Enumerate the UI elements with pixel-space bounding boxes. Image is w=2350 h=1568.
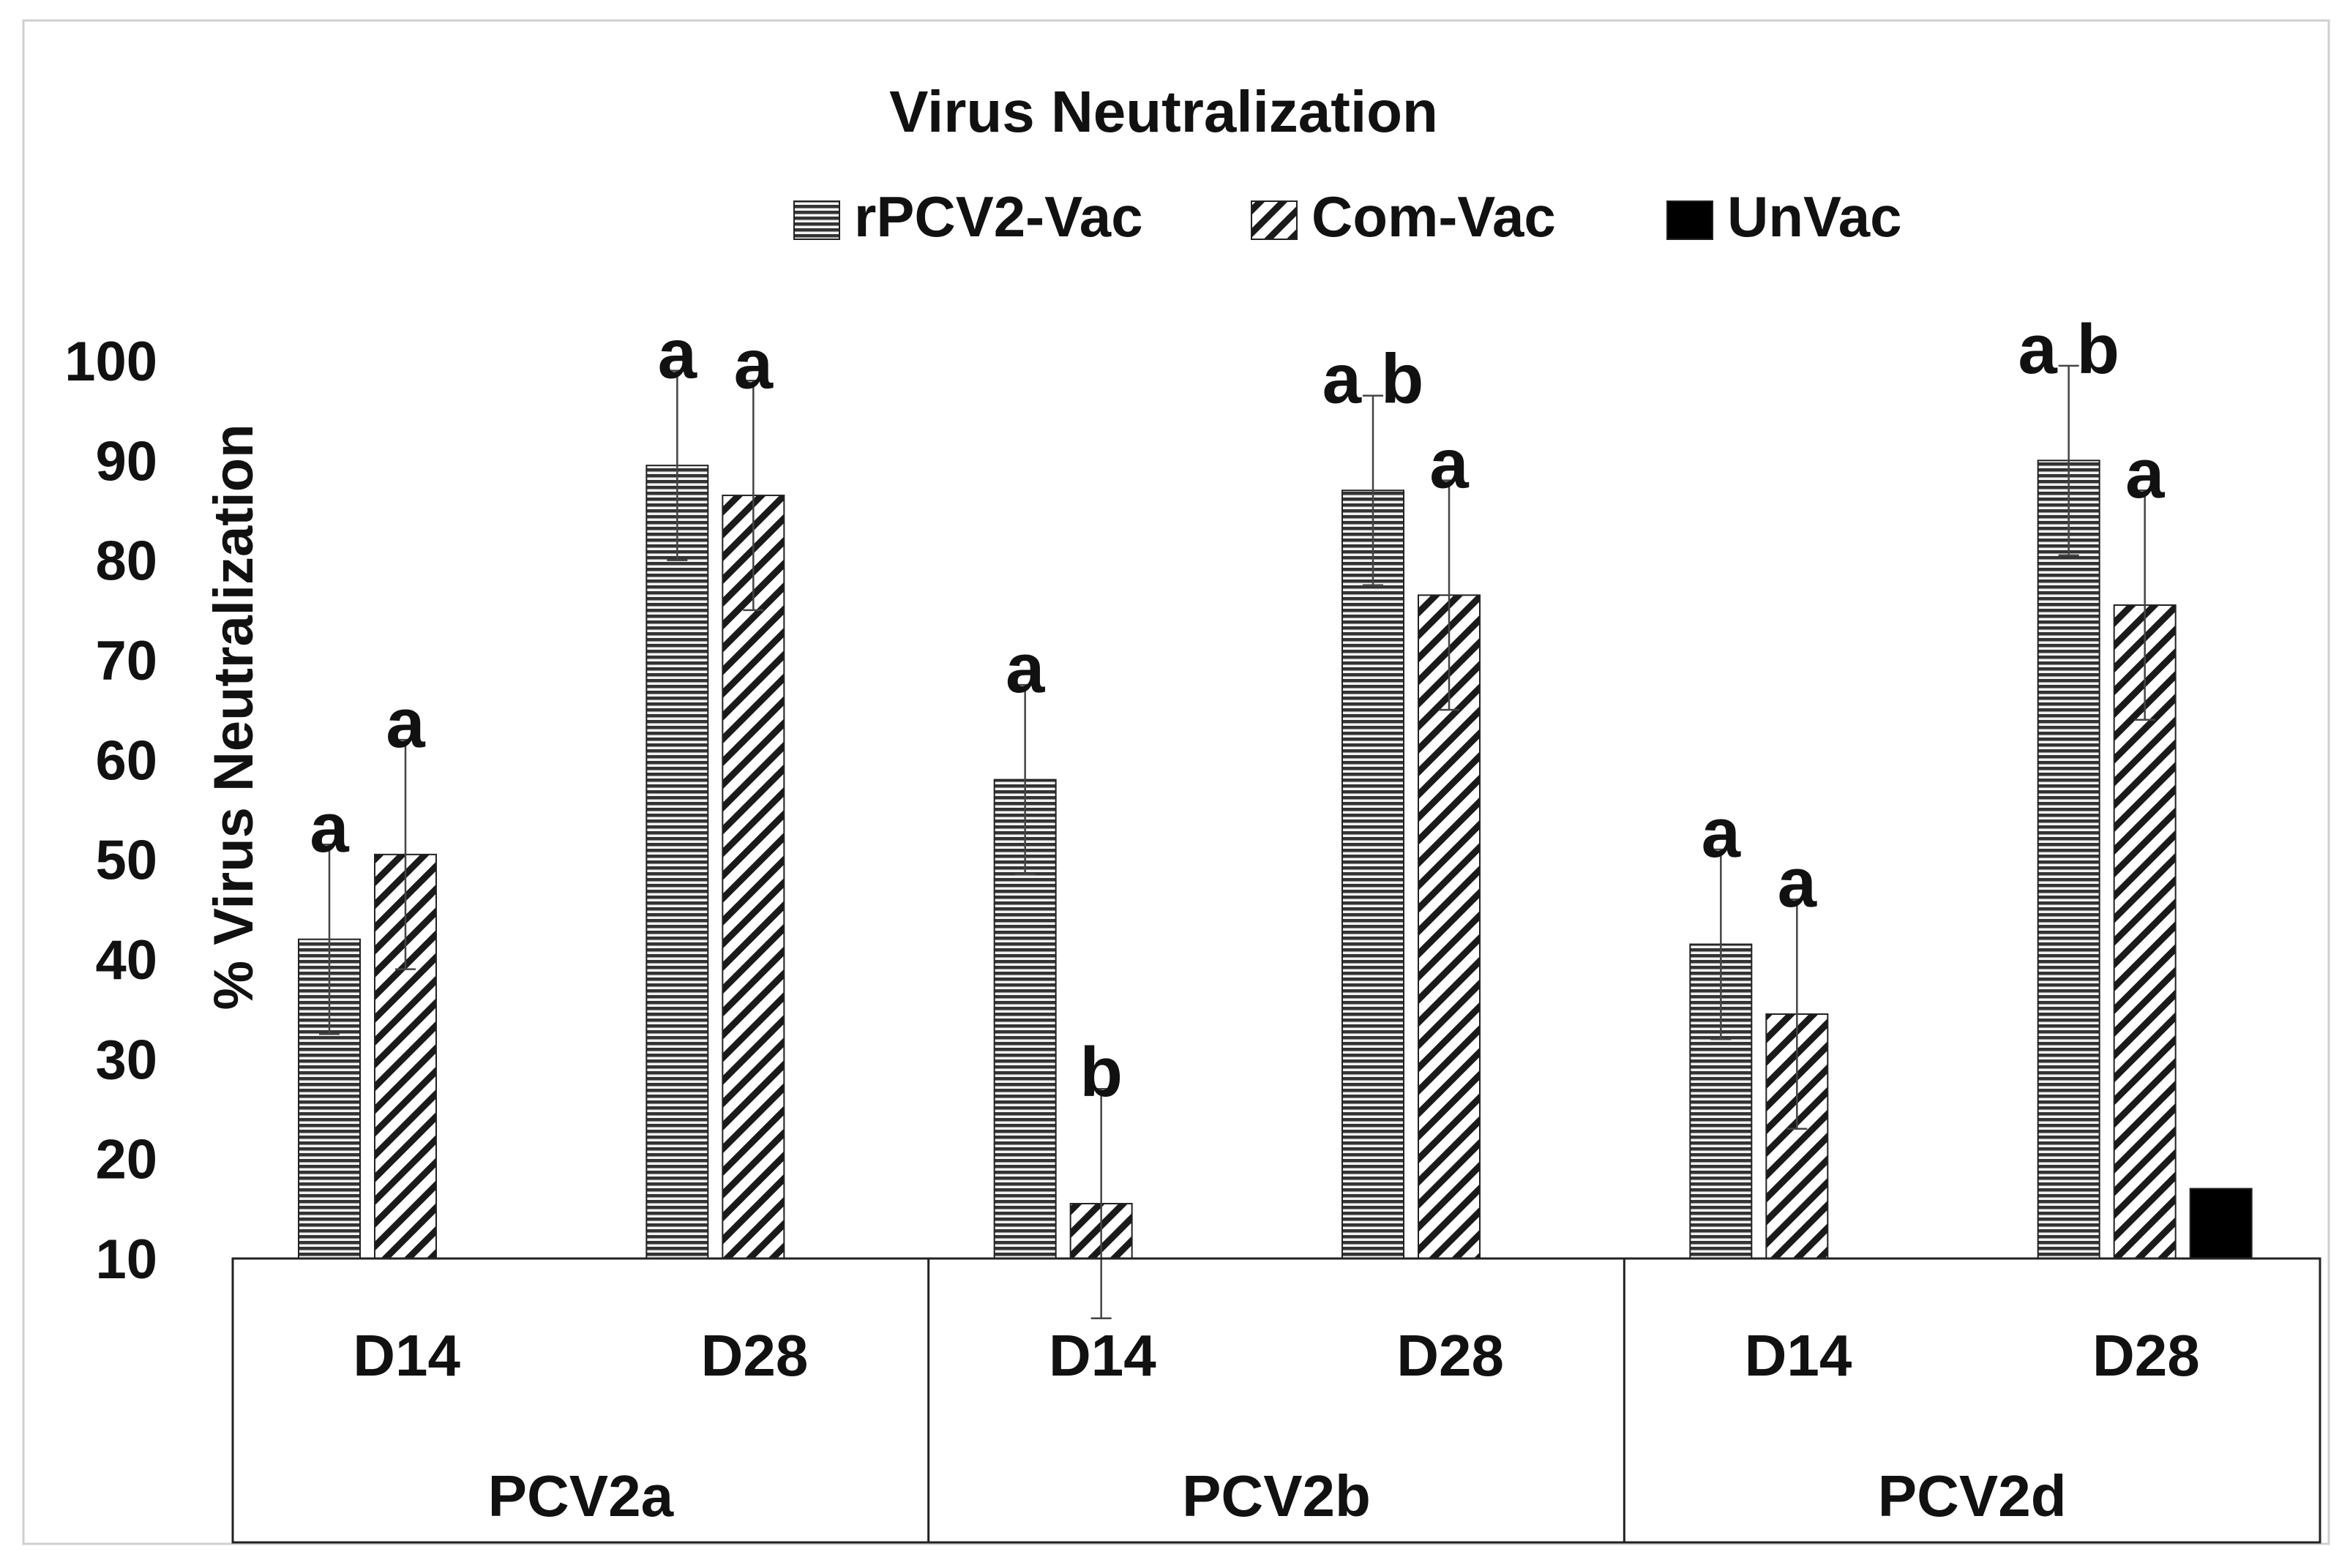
group-label-pcv2d: PCV2d: [1878, 1463, 2067, 1528]
x-tick-pcv2b-d28: D28: [1396, 1323, 1504, 1388]
sig-letter-pcv2b-d14-rpcv2-vac: a: [1006, 629, 1045, 708]
sig-letter-pcv2d-d14-rpcv2-vac: a: [1702, 794, 1741, 872]
legend-swatch-unvac: [1666, 200, 1713, 240]
x-tick-pcv2a-d14: D14: [353, 1323, 460, 1388]
y-tick-50: 50: [95, 830, 157, 892]
bar-pcv2d-d28-unvac: [2189, 1188, 2253, 1259]
legend-swatch-com-vac: [1251, 200, 1298, 240]
x-tick-pcv2b-d14: D14: [1049, 1323, 1156, 1388]
y-tick-30: 30: [95, 1029, 157, 1091]
error-bars: [319, 364, 2155, 1320]
category-table-frame: [231, 1257, 2321, 1544]
y-tick-10: 10: [95, 1228, 157, 1291]
sig-letter-pcv2a-d14-rpcv2-vac: a: [310, 789, 349, 867]
sig-letter-pcv2d-d28-rpcv2-vac: a b: [2018, 310, 2119, 389]
chart-title: Virus Neutralization: [889, 79, 1438, 144]
y-tick-100: 100: [64, 331, 157, 393]
y-axis-ticks: 10 20 30 40 50 60 70 80 90 100: [64, 331, 157, 1291]
bar-pcv2a-d28-rpcv2-vac: [645, 465, 709, 1259]
sig-letter-pcv2d-d14-com-vac: a: [1778, 844, 1817, 922]
legend-label-rpcv2-vac: rPCV2-Vac: [854, 184, 1143, 249]
x-tick-pcv2d-d14: D14: [1745, 1323, 1852, 1388]
figure-frame: [22, 19, 2330, 1545]
x-tick-pcv2d-d28: D28: [2092, 1323, 2200, 1388]
sig-letter-pcv2b-d28-rpcv2-vac: a b: [1322, 340, 1424, 419]
legend-label-unvac: UnVac: [1727, 184, 1901, 249]
sig-letter-pcv2b-d28-com-vac: a: [1429, 425, 1469, 503]
y-tick-70: 70: [95, 630, 157, 692]
sig-letter-pcv2a-d28-com-vac: a: [734, 325, 774, 403]
y-axis-label: % Virus Neutralization: [203, 424, 265, 1010]
y-tick-20: 20: [95, 1129, 157, 1191]
y-tick-40: 40: [95, 929, 157, 991]
y-tick-90: 90: [95, 430, 157, 492]
legend: rPCV2-Vac Com-Vac UnVac: [793, 184, 1901, 249]
sig-letter-pcv2a-d28-rpcv2-vac: a: [658, 315, 697, 394]
y-tick-80: 80: [95, 530, 157, 593]
legend-swatch-rpcv2-vac: [793, 200, 840, 240]
bar-pcv2d-d28-rpcv2-vac: [2037, 459, 2100, 1259]
group-label-pcv2b: PCV2b: [1182, 1463, 1371, 1528]
sig-letter-pcv2d-d28-com-vac: a: [2125, 435, 2165, 513]
legend-label-com-vac: Com-Vac: [1311, 184, 1556, 249]
group-label-pcv2a: PCV2a: [488, 1463, 674, 1528]
bar-pcv2b-d28-rpcv2-vac: [1341, 489, 1404, 1260]
sig-letter-pcv2a-d14-com-vac: a: [386, 684, 425, 762]
x-tick-pcv2a-d28: D28: [701, 1323, 809, 1388]
sig-letter-pcv2b-d14-com-vac: b: [1079, 1033, 1123, 1111]
category-table: D14 D28 D14 D28 D14 D28 PCV2a PCV2b PCV2d: [231, 1257, 2321, 1544]
y-tick-60: 60: [95, 729, 157, 792]
